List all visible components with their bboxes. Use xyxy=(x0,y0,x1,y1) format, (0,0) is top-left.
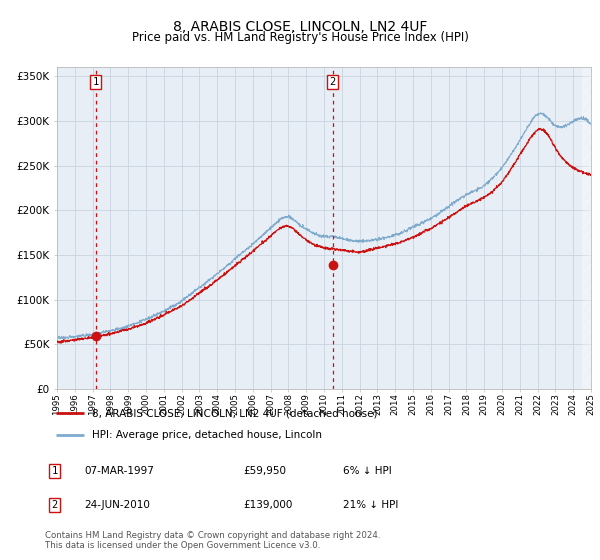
Text: £139,000: £139,000 xyxy=(244,500,293,510)
Text: 1: 1 xyxy=(51,466,58,476)
Text: Contains HM Land Registry data © Crown copyright and database right 2024.
This d: Contains HM Land Registry data © Crown c… xyxy=(45,531,380,550)
Text: 2: 2 xyxy=(329,77,335,87)
Text: HPI: Average price, detached house, Lincoln: HPI: Average price, detached house, Linc… xyxy=(92,430,322,440)
Text: 8, ARABIS CLOSE, LINCOLN, LN2 4UF (detached house): 8, ARABIS CLOSE, LINCOLN, LN2 4UF (detac… xyxy=(92,408,377,418)
Text: £59,950: £59,950 xyxy=(244,466,286,476)
Polygon shape xyxy=(582,67,591,389)
Text: 24-JUN-2010: 24-JUN-2010 xyxy=(84,500,150,510)
Text: 6% ↓ HPI: 6% ↓ HPI xyxy=(343,466,391,476)
Text: 2: 2 xyxy=(51,500,58,510)
Text: 1: 1 xyxy=(92,77,99,87)
Text: 8, ARABIS CLOSE, LINCOLN, LN2 4UF: 8, ARABIS CLOSE, LINCOLN, LN2 4UF xyxy=(173,20,427,34)
Text: 07-MAR-1997: 07-MAR-1997 xyxy=(84,466,154,476)
Text: Price paid vs. HM Land Registry's House Price Index (HPI): Price paid vs. HM Land Registry's House … xyxy=(131,31,469,44)
Text: 21% ↓ HPI: 21% ↓ HPI xyxy=(343,500,398,510)
